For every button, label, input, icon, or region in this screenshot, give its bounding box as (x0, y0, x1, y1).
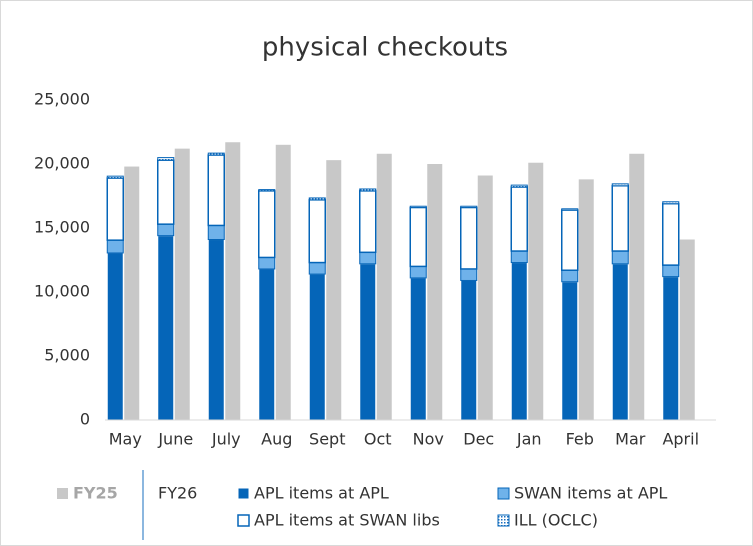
bar-segment (409, 277, 427, 421)
bar-segment (258, 189, 276, 192)
bar-segment (460, 279, 478, 421)
legend-label: FY25 (73, 484, 118, 503)
bar (578, 179, 594, 420)
bar-segment (561, 281, 579, 421)
bar-segment (561, 269, 579, 283)
bar-segment (258, 268, 276, 421)
bar-segment (662, 202, 680, 266)
bar-segment (460, 268, 478, 281)
bar-segment (662, 276, 680, 421)
legend-swatch (497, 487, 510, 500)
bar-segment (157, 157, 175, 161)
bar-segment (409, 265, 427, 279)
bar-segment (510, 184, 528, 188)
bar-segment (106, 239, 124, 254)
bar-segment (359, 251, 377, 265)
bar (679, 239, 695, 420)
x-tick-label: April (662, 430, 699, 449)
bar-segment (207, 224, 225, 241)
bar-segment (359, 263, 377, 421)
x-tick-label: Jan (516, 430, 542, 449)
bar (275, 144, 291, 421)
bar-segment (308, 273, 326, 421)
x-tick-label: Aug (261, 430, 292, 449)
x-tick-label: May (109, 430, 142, 449)
bar-segment (460, 206, 478, 270)
x-tick-label: Mar (615, 430, 646, 449)
bar-segment (207, 152, 225, 156)
bar (326, 160, 342, 420)
x-tick-label: Feb (566, 430, 594, 449)
y-tick-label: 5,000 (44, 346, 90, 365)
y-tick-label: 25,000 (34, 90, 90, 109)
x-tick-label: Dec (463, 430, 494, 449)
bar-segment (460, 205, 478, 209)
bar-segment (662, 201, 680, 205)
legend-swatch (237, 514, 250, 527)
bar-segment (106, 175, 124, 179)
bar (528, 162, 544, 420)
bar-segment (207, 154, 225, 227)
x-tick-label: Oct (364, 430, 392, 449)
bar-segment (106, 252, 124, 421)
chart-title: physical checkouts (262, 33, 508, 63)
bar (376, 153, 392, 420)
legend-label: APL items at SWAN libs (254, 511, 440, 530)
legend-swatch (497, 514, 510, 527)
legend-label: SWAN items at APL (514, 484, 667, 503)
bar (124, 166, 140, 420)
bar-segment (561, 209, 579, 271)
bar-segment (359, 188, 377, 192)
bar-segment (510, 186, 528, 252)
x-tick-label: June (157, 430, 193, 449)
bar-segment (258, 256, 276, 270)
x-tick-label: Nov (413, 430, 444, 449)
y-tick-label: 0 (80, 410, 90, 429)
bar-segment (611, 263, 629, 421)
bar-segment (308, 197, 326, 201)
y-tick-label: 15,000 (34, 218, 90, 237)
bar (174, 148, 190, 420)
bar-segment (409, 205, 427, 209)
bar-segment (258, 190, 276, 259)
bar (477, 175, 493, 420)
bar-segment (611, 185, 629, 252)
bar-segment (611, 183, 629, 187)
x-tick-label: July (211, 430, 241, 449)
bar-segment (157, 159, 175, 225)
y-tick-label: 10,000 (34, 282, 90, 301)
legend-group: FY26 (158, 484, 197, 503)
bar-segment (157, 223, 175, 237)
legend-swatch (57, 488, 68, 499)
bar-segment (207, 239, 225, 421)
bar (427, 164, 443, 420)
bar-segment (611, 250, 629, 265)
bar-segment (409, 206, 427, 268)
y-tick-label: 20,000 (34, 154, 90, 173)
bar-segment (561, 208, 579, 211)
bar-segment (157, 235, 175, 421)
legend-label: ILL (OCLC) (514, 511, 598, 530)
bar-segment (510, 250, 528, 264)
bar-segment (510, 262, 528, 421)
bar (225, 142, 241, 421)
bar (629, 153, 645, 420)
x-tick-label: Sept (309, 430, 345, 449)
bar-segment (359, 190, 377, 254)
legend-swatch (237, 487, 250, 500)
bar-segment (662, 264, 680, 278)
bar-segment (308, 262, 326, 275)
bar-segment (308, 199, 326, 264)
bar-segment (106, 177, 124, 241)
legend-label: APL items at APL (254, 484, 389, 503)
